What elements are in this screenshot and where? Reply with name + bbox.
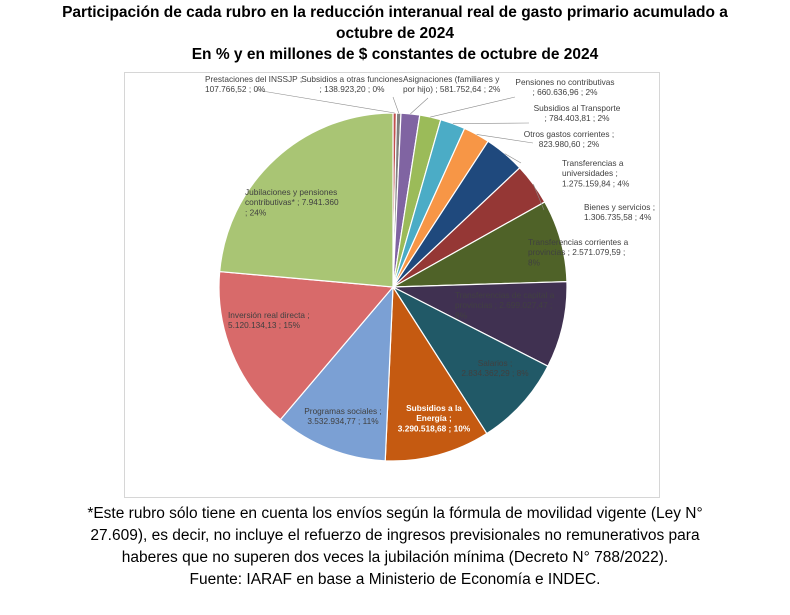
leader-line-5 xyxy=(476,134,534,144)
pie-slice-10 xyxy=(391,285,549,435)
data-label-6-line-0: Transferencias a xyxy=(562,158,624,168)
data-label-3-line-0: Pensiones no contributivas xyxy=(515,77,614,87)
leader-line-0 xyxy=(255,89,395,114)
data-label-3: Pensiones no contributivas; 660.636,96 ;… xyxy=(515,77,614,97)
data-label-12-line-0: Programas sociales ; xyxy=(304,406,381,416)
data-label-11-line-0: Subsidios a la xyxy=(406,403,462,413)
data-label-1-line-1: ; 138.923,20 ; 0% xyxy=(319,84,385,94)
data-label-13: Inversión real directa ; 5.120.134,13 ; 1… xyxy=(228,310,310,330)
chart-subtitle: En % y en millones de $ constantes de oc… xyxy=(191,46,599,63)
data-label-5: Otros gastos corrientes ; 823.980,60 ; 2% xyxy=(524,129,614,149)
data-label-4-line-1: ; 784.403,81 ; 2% xyxy=(544,113,610,123)
data-label-7: Bienes y servicios ; 1.306.735,58 ; 4% xyxy=(584,202,655,222)
data-label-14-line-2: ; 24% xyxy=(245,207,267,217)
footer-note: *Este rubro sólo tiene en cuenta los env… xyxy=(0,503,790,591)
footnote-line-1: *Este rubro sólo tiene en cuenta los env… xyxy=(87,505,703,522)
data-label-0: Prestaciones del INSSJP ; 107.766,52 ; 0% xyxy=(205,74,302,94)
data-label-12: Programas sociales ; 3.532.934,77 ; 11% xyxy=(304,406,381,426)
data-label-8-line-0: Transferencias corrientes a xyxy=(528,237,629,247)
data-label-8: Transferencias corrientes a provincias ; … xyxy=(528,237,629,267)
data-labels: Prestaciones del INSSJP ; 107.766,52 ; 0%… xyxy=(205,74,655,433)
data-label-12-line-1: 3.532.934,77 ; 11% xyxy=(307,416,379,426)
leader-line-6 xyxy=(504,153,522,164)
data-label-3-line-1: ; 660.636,96 ; 2% xyxy=(532,87,598,97)
data-label-9: Transferencias de capital a provincias ; … xyxy=(455,290,555,320)
leader-line-7 xyxy=(533,183,545,211)
pie-chart: Prestaciones del INSSJP ; 107.766,52 ; 0%… xyxy=(205,74,655,462)
data-label-11-line-1: Energía ; xyxy=(416,413,452,423)
data-label-8-line-2: 8% xyxy=(528,257,541,267)
data-label-14-line-0: Jubilaciones y pensiones xyxy=(245,187,337,197)
data-label-0-line-1: 107.766,52 ; 0% xyxy=(205,84,266,94)
data-label-11-line-2: 3.290.518,68 ; 10% xyxy=(398,423,471,433)
data-label-2-line-1: por hijo) ; 581.752,64 ; 2% xyxy=(403,84,501,94)
pie-slice-11 xyxy=(384,285,488,462)
chart-title: Participación de cada rubro en la reducc… xyxy=(0,2,790,65)
pie-slices xyxy=(218,112,568,462)
leader-line-4 xyxy=(452,122,530,124)
data-label-14: Jubilaciones y pensiones contributivas* ;… xyxy=(245,187,339,217)
pie-slice-12 xyxy=(279,285,394,462)
data-label-5-line-1: 823.980,60 ; 2% xyxy=(539,139,600,149)
data-label-10: Salarios ; 2.834.362,29 ; 8% xyxy=(461,358,529,378)
data-label-6-line-1: universidades ; xyxy=(562,168,618,178)
data-label-9-line-1: provincias ; 2.699.027,47 ; xyxy=(455,300,552,310)
chart-title-line-2: octubre de 2024 xyxy=(335,25,455,42)
leader-line-2 xyxy=(410,97,429,115)
footnote-line-2: 27.609), es decir, no incluye el refuerz… xyxy=(90,527,700,544)
pie-slice-14 xyxy=(219,112,394,288)
data-label-2-line-0: Asignaciones (familiares y xyxy=(403,74,500,84)
data-label-4: Subsidios al Transporte; 784.403,81 ; 2% xyxy=(534,103,621,123)
data-label-6-line-2: 1.275.159,84 ; 4% xyxy=(562,178,630,188)
data-label-5-line-0: Otros gastos corrientes ; xyxy=(524,129,614,139)
source-line: Fuente: IARAF en base a Ministerio de Ec… xyxy=(189,571,601,588)
data-label-11: Subsidios a la Energía ; 3.290.518,68 ; 10… xyxy=(398,403,471,433)
data-label-13-line-0: Inversión real directa ; xyxy=(228,310,310,320)
leader-lines xyxy=(255,89,545,211)
leader-line-3 xyxy=(430,96,516,118)
pie-slice-13 xyxy=(218,270,395,421)
data-label-13-line-1: 5.120.134,13 ; 15% xyxy=(228,320,301,330)
data-label-9-line-0: Transferencias de capital a xyxy=(455,290,555,300)
data-label-14-line-1: contributivas* ; 7.941.360 xyxy=(245,197,339,207)
data-label-1-line-0: Subsidios a otras funciones xyxy=(301,74,402,84)
chart-title-line-1: Participación de cada rubro en la reducc… xyxy=(62,4,728,21)
data-label-0-line-0: Prestaciones del INSSJP ; xyxy=(205,74,302,84)
data-label-9-line-2: 8% xyxy=(455,310,468,320)
data-label-7-line-1: 1.306.735,58 ; 4% xyxy=(584,212,652,222)
data-label-8-line-1: provincias ; 2.571.079,59 ; xyxy=(528,247,625,257)
leader-line-1 xyxy=(392,96,400,114)
data-label-7-line-0: Bienes y servicios ; xyxy=(584,202,655,212)
data-label-10-line-1: 2.834.362,29 ; 8% xyxy=(461,368,529,378)
data-label-10-line-0: Salarios ; xyxy=(478,358,513,368)
data-label-4-line-0: Subsidios al Transporte xyxy=(534,103,621,113)
chart-area: Prestaciones del INSSJP ; 107.766,52 ; 0%… xyxy=(124,72,660,498)
footnote-line-3: haberes que no superen dos veces la jubi… xyxy=(121,549,669,566)
data-label-2: Asignaciones (familiares y por hijo) ; 58… xyxy=(403,74,501,94)
data-label-6: Transferencias a universidades ; 1.275.159… xyxy=(562,158,630,188)
data-label-1: Subsidios a otras funciones; 138.923,20 … xyxy=(301,74,402,94)
